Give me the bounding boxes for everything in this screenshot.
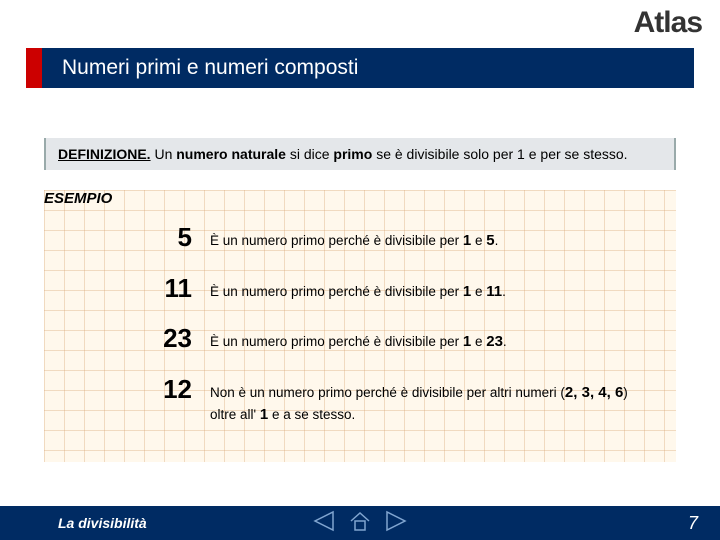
example-text: È un numero primo perché è divisibile pe… (210, 325, 507, 354)
page-title: Numeri primi e numeri composti (42, 48, 694, 88)
footer-bar: La divisibilità 7 (0, 506, 720, 540)
example-number: 11 (136, 275, 192, 301)
examples-list: 5 È un numero primo perché è divisibile … (136, 224, 650, 449)
title-bar: Numeri primi e numeri composti (26, 48, 694, 88)
example-row: 11 È un numero primo perché è divisibile… (136, 275, 650, 304)
next-icon[interactable] (383, 510, 409, 537)
example-text: È un numero primo perché è divisibile pe… (210, 224, 498, 253)
definition-label: DEFINIZIONE. (58, 146, 151, 162)
example-text: Non è un numero primo perché è divisibil… (210, 376, 630, 427)
page-number: 7 (688, 513, 698, 534)
example-heading: ESEMPIO (44, 190, 112, 207)
brand-logo: Atlas (634, 6, 702, 40)
example-row: 12 Non è un numero primo perché è divisi… (136, 376, 650, 427)
example-text: È un numero primo perché è divisibile pe… (210, 275, 506, 304)
prev-icon[interactable] (311, 510, 337, 537)
example-row: 23 È un numero primo perché è divisibile… (136, 325, 650, 354)
nav-controls (311, 510, 409, 537)
example-number: 23 (136, 325, 192, 351)
example-row: 5 È un numero primo perché è divisibile … (136, 224, 650, 253)
example-number: 5 (136, 224, 192, 250)
footer-chapter: La divisibilità (0, 515, 147, 531)
definition-box: DEFINIZIONE. Un numero naturale si dice … (44, 138, 676, 170)
home-icon[interactable] (347, 510, 373, 537)
title-accent (26, 48, 42, 88)
example-number: 12 (136, 376, 192, 402)
